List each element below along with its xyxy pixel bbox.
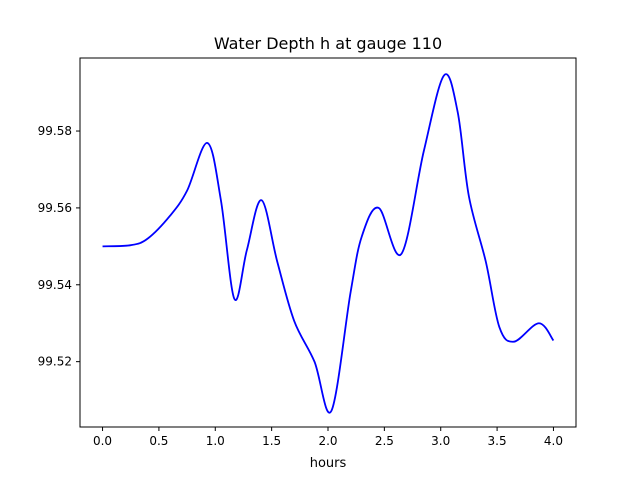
x-tick-label: 1.5 — [262, 434, 281, 448]
x-tick-label: 0.0 — [93, 434, 112, 448]
y-tick-label: 99.54 — [38, 278, 72, 292]
x-tick-label: 0.5 — [149, 434, 168, 448]
x-tick-label: 4.0 — [544, 434, 563, 448]
y-tick-label: 99.52 — [38, 355, 72, 369]
x-tick-label: 3.0 — [431, 434, 450, 448]
x-tick-label: 1.0 — [206, 434, 225, 448]
y-axis: 99.52 99.54 99.56 99.58 — [38, 124, 80, 369]
x-tick-label: 2.0 — [318, 434, 337, 448]
y-tick-label: 99.56 — [38, 201, 72, 215]
chart-title: Water Depth h at gauge 110 — [214, 34, 442, 53]
x-axis-label: hours — [310, 456, 347, 471]
y-tick-label: 99.58 — [38, 124, 72, 138]
series-line-h — [102, 73, 555, 414]
x-axis: 0.0 0.5 1.0 1.5 2.0 2.5 3.0 3.5 4.0 — [93, 427, 563, 448]
x-tick-label: 3.5 — [488, 434, 507, 448]
plot-area — [79, 57, 577, 428]
x-tick-label: 2.5 — [375, 434, 394, 448]
